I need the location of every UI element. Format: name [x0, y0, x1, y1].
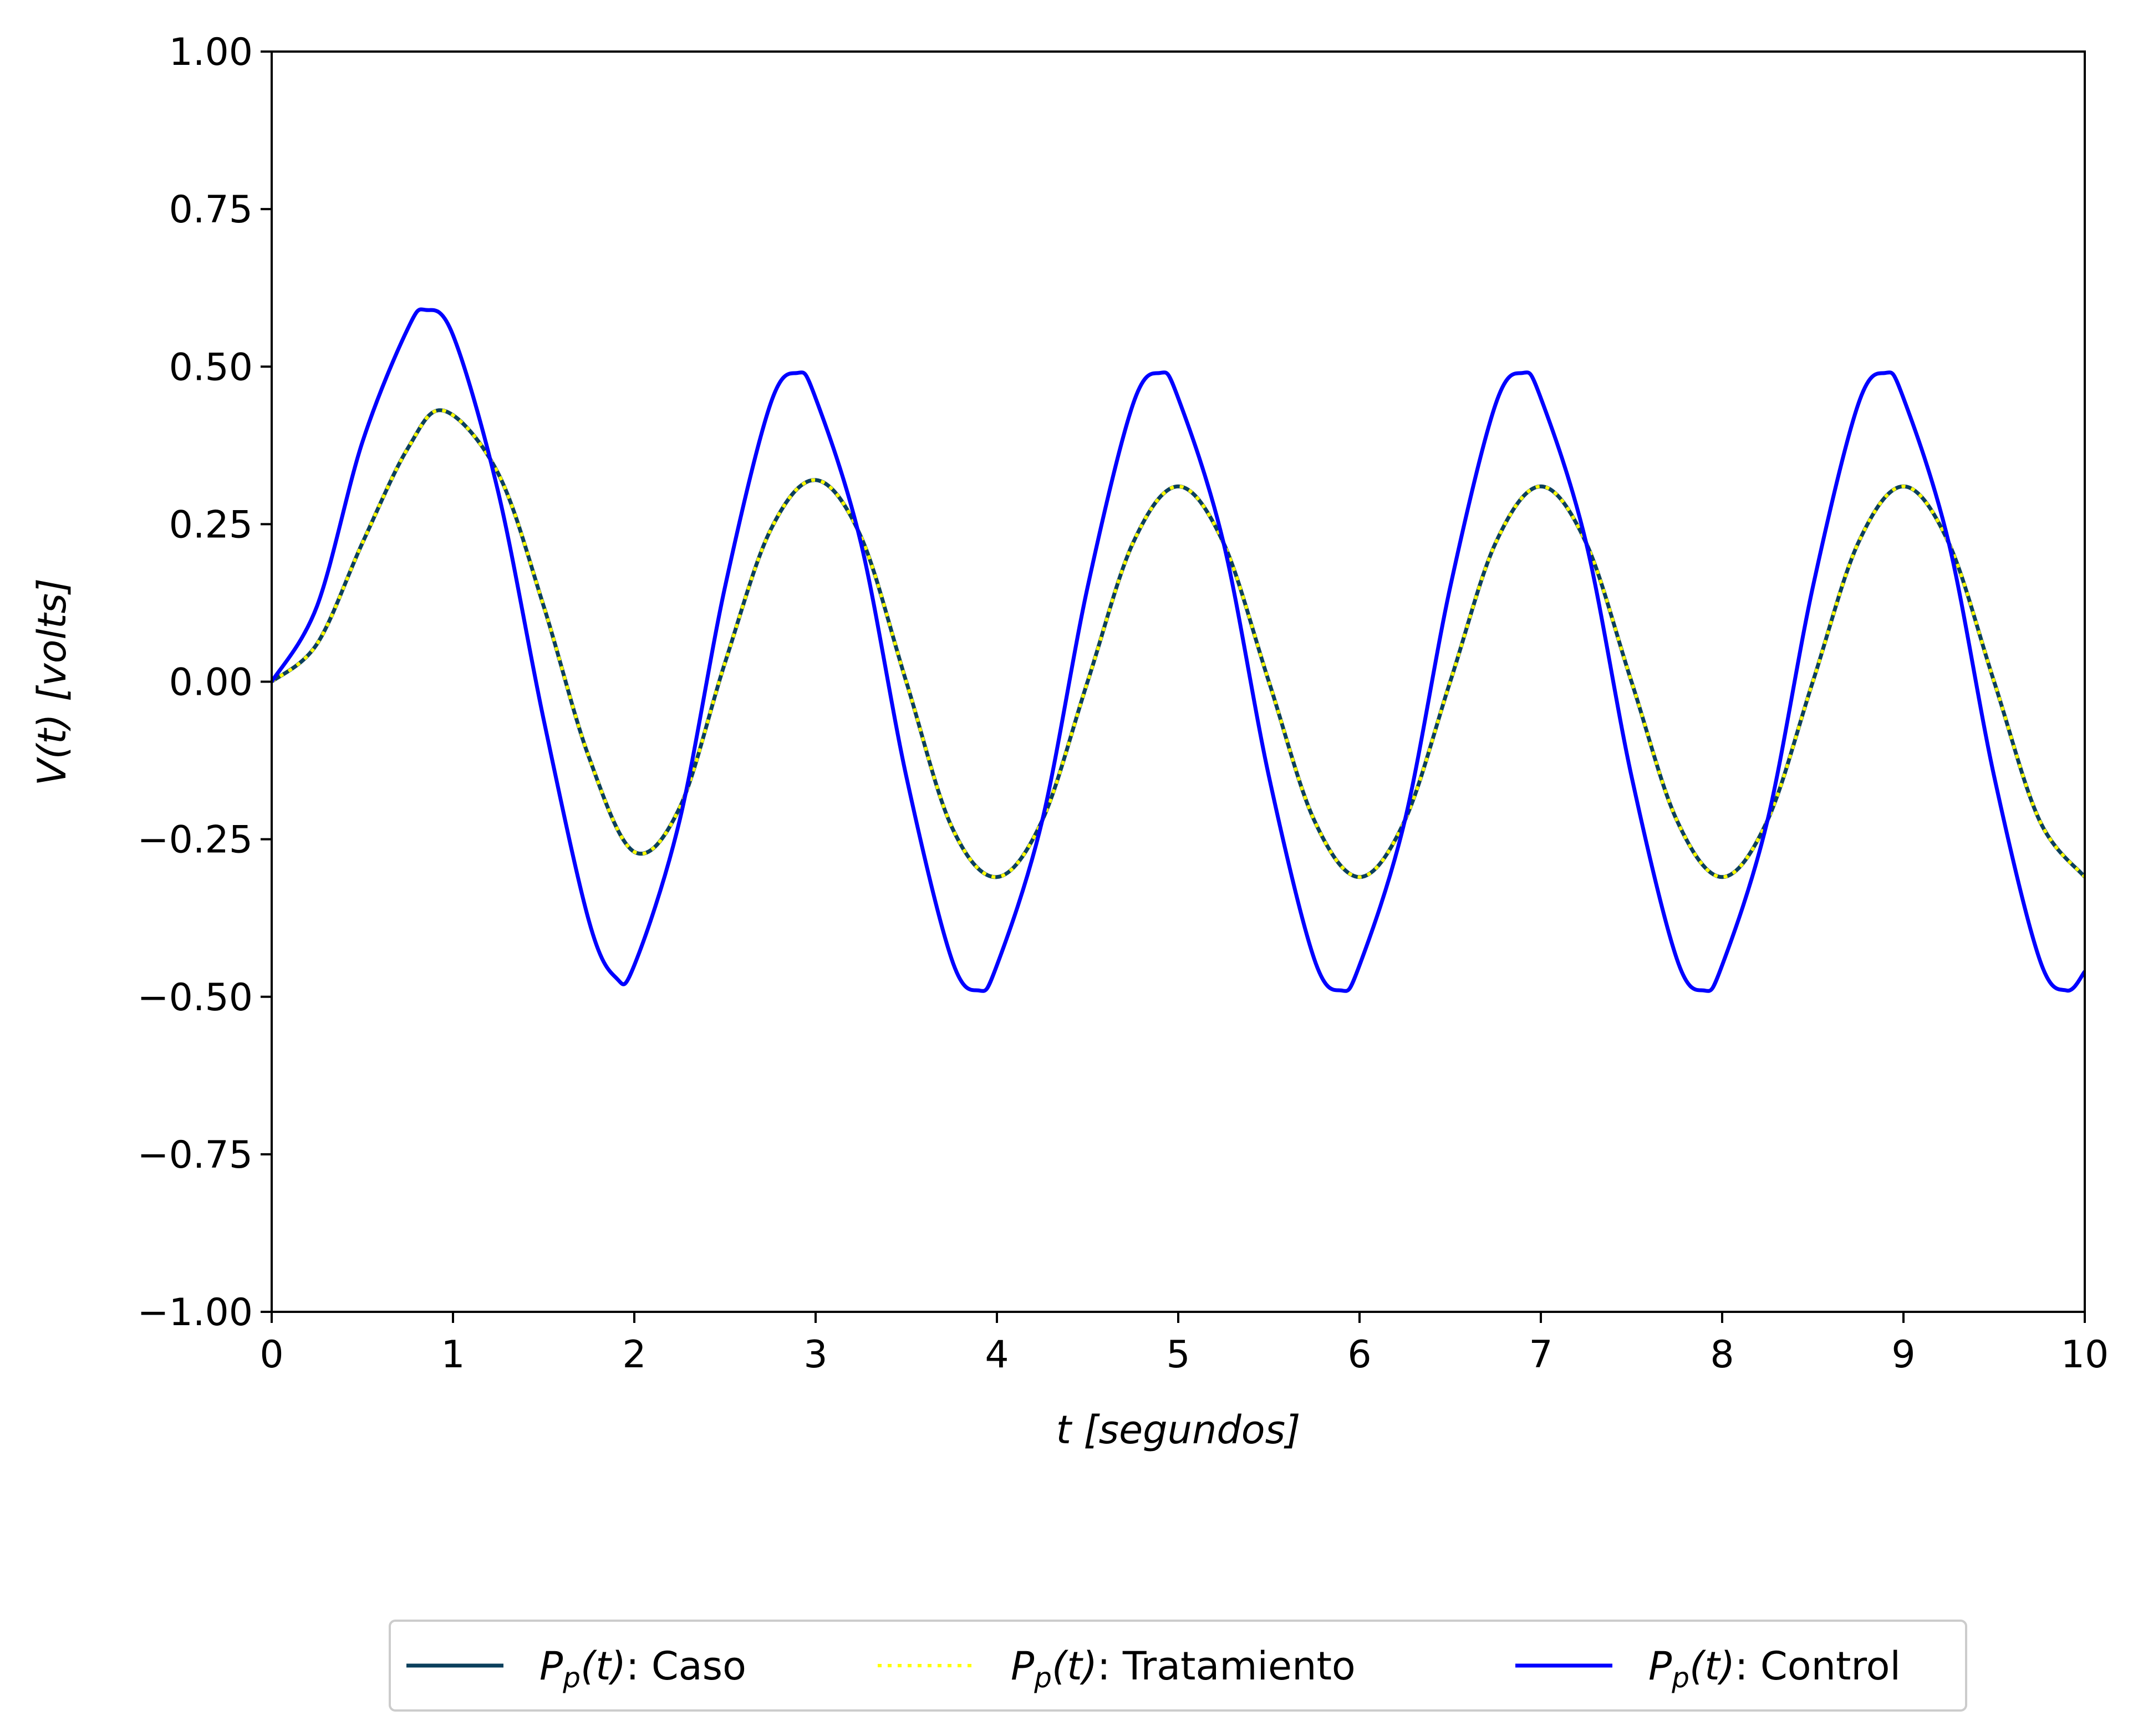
x-tick-label: 1	[441, 1333, 465, 1377]
x-tick-label: 2	[622, 1333, 646, 1377]
x-tick-label: 6	[1347, 1333, 1371, 1377]
x-tick-label: 9	[1891, 1333, 1915, 1377]
x-tick-label: 0	[259, 1333, 283, 1377]
legend-tratamiento-arg: (t)	[1052, 1643, 1097, 1689]
x-tick-label: 4	[985, 1333, 1009, 1377]
legend-caso-p: P	[539, 1643, 563, 1689]
legend-control-p: P	[1648, 1643, 1672, 1689]
series-line-control	[272, 307, 2085, 993]
y-tick-label: −0.25	[138, 818, 253, 862]
y-tick-label: −0.50	[138, 976, 253, 1020]
legend: Pp(t): Caso Pp(t): Tratamiento Pp(t): Cont…	[389, 1620, 1967, 1712]
x-tick-label: 10	[2061, 1333, 2109, 1377]
legend-frame	[389, 1620, 1967, 1712]
y-tick-label: 0.50	[169, 345, 253, 389]
y-axis-label: V(t) [volts]	[29, 578, 75, 786]
legend-caso-sub: p	[562, 1662, 581, 1694]
legend-control-label: Pp(t): Control	[1648, 1643, 1901, 1694]
y-tick-label: 1.00	[169, 30, 253, 74]
legend-tratamiento-rest: : Tratamiento	[1097, 1643, 1356, 1689]
y-axis: −1.00 −0.75 −0.50 −0.25 0.00 0.25 0.50 0.75 1.00	[138, 30, 272, 1335]
x-axis-label: t [segundos]	[1056, 1407, 1301, 1453]
x-tick-label: 3	[803, 1333, 827, 1377]
legend-control-rest: : Control	[1735, 1643, 1901, 1689]
x-tick-label: 8	[1710, 1333, 1734, 1377]
x-tick-label: 5	[1166, 1333, 1190, 1377]
legend-caso-rest: : Caso	[626, 1643, 746, 1689]
y-tick-label: −0.75	[138, 1133, 253, 1177]
y-tick-label: 0.75	[169, 188, 253, 232]
series-layer	[272, 307, 2085, 993]
x-axis: 0 1 2 3 4 5 6 7 8 9 10	[259, 1312, 2109, 1377]
series-line-caso	[272, 408, 2085, 879]
legend-tratamiento-label: Pp(t): Tratamiento	[1011, 1643, 1356, 1694]
legend-caso-arg: (t)	[581, 1643, 626, 1689]
y-tick-label: −1.00	[138, 1291, 253, 1335]
y-tick-label: 0.25	[169, 503, 253, 547]
legend-tratamiento-sub: p	[1034, 1662, 1052, 1694]
legend-control-sub: p	[1671, 1662, 1689, 1694]
x-tick-label: 7	[1529, 1333, 1552, 1377]
legend-control-arg: (t)	[1689, 1643, 1735, 1689]
legend-caso-label: Pp(t): Caso	[539, 1643, 746, 1694]
legend-tratamiento-p: P	[1011, 1643, 1035, 1689]
y-tick-label: 0.00	[169, 661, 253, 705]
